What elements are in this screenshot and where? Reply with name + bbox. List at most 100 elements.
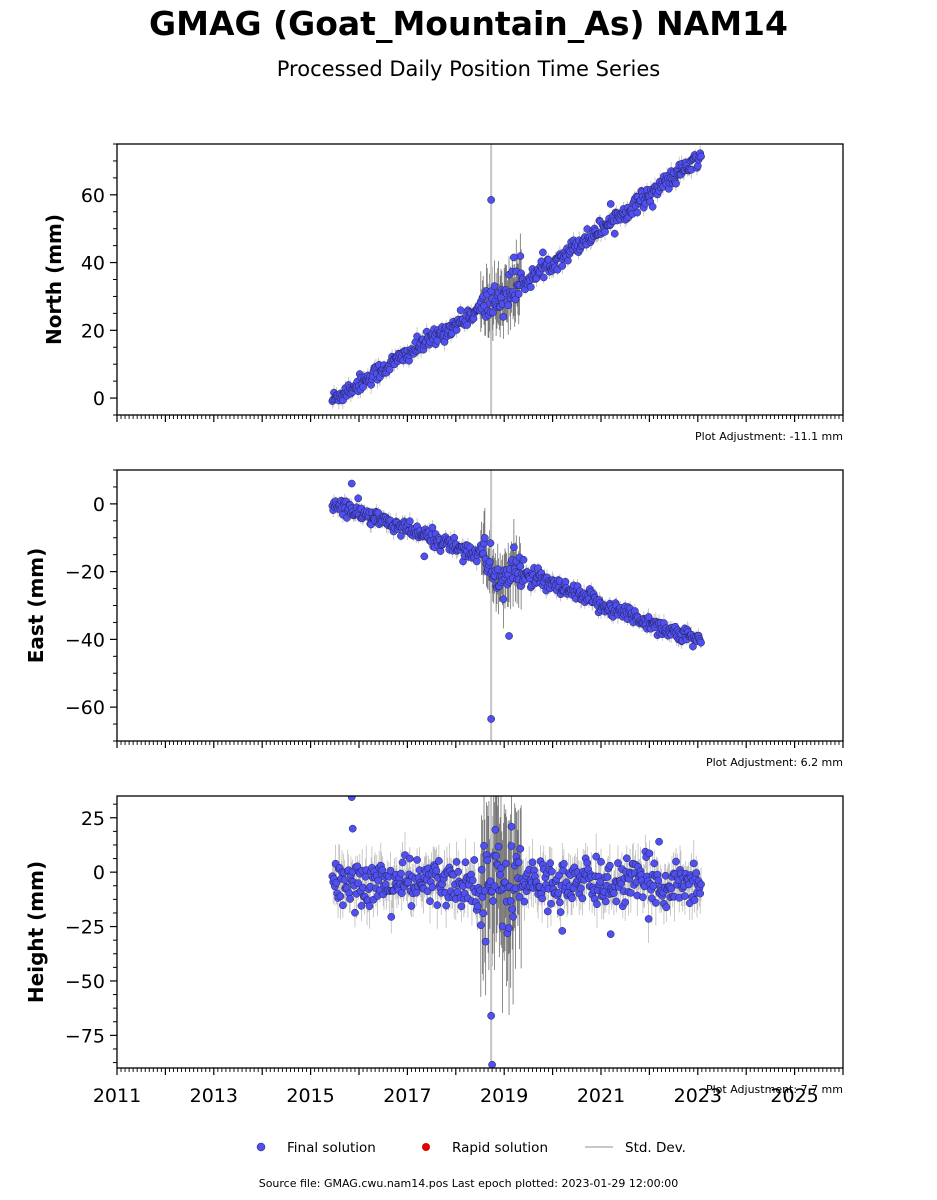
data-point [497,864,505,873]
data-point [357,901,366,910]
plot-adjustment-label: Plot Adjustment: -11.1 mm [695,430,843,443]
plot-frame [116,795,844,1069]
data-point [558,927,567,935]
y-axis-label: East (mm) [24,548,48,664]
data-point [558,262,567,270]
data-point [692,869,701,877]
data-point [519,555,528,564]
x-axis [116,741,844,748]
data-point [505,632,513,640]
data-point [583,859,592,867]
data-point [621,898,630,907]
page-subtitle: Processed Daily Position Time Series [276,57,661,81]
final-solution-points [328,796,705,1068]
data-point [386,866,395,875]
data-point [492,852,500,860]
legend-rapid-label: Rapid solution [452,1140,548,1156]
data-point [606,861,614,870]
y-tick-label: −60 [65,697,105,719]
data-point [428,883,437,892]
data-point [442,901,450,910]
std-dev-bars [331,470,702,741]
data-point [516,844,525,853]
plot-area [328,796,705,1068]
data-point [504,301,513,310]
data-point [506,897,515,905]
data-point [426,897,434,905]
data-point [592,852,601,861]
data-point [697,638,705,647]
data-point [454,867,463,876]
data-point [578,894,587,903]
data-point [491,825,500,834]
data-point [606,200,615,208]
data-point [622,854,631,863]
data-point [661,871,670,880]
plot-adjustment-label: Plot Adjustment: 7.7 mm [706,1083,843,1096]
data-point [510,543,518,552]
plot-adjustment-label: Plot Adjustment: 6.2 mm [706,756,843,769]
panel-east: −60 −40 −20 0 East (mm) Plot Adjustment: 6.2 … [24,469,844,769]
x-axis [116,1068,844,1075]
y-axis: −75 −50 −25 0 25 [65,803,117,1064]
data-point [488,1060,496,1068]
y-axis: 0 20 40 60 [81,143,117,416]
data-point [420,552,429,561]
x-tick-label: 2011 [93,1085,141,1107]
data-point [433,901,442,909]
data-point [457,902,466,911]
data-point [487,196,495,204]
data-point [496,870,505,879]
y-tick-label: 0 [93,388,105,410]
data-point [689,859,698,868]
y-axis-label: Height (mm) [24,861,48,1003]
data-point [397,869,405,878]
data-point [487,715,495,723]
data-point [489,897,497,905]
source-line: Source file: GMAG.cwu.nam14.pos Last epo… [258,1177,679,1190]
data-point [639,893,647,902]
y-tick-label: −50 [65,971,105,993]
plot-area [328,470,705,741]
data-point [526,283,535,291]
data-point [633,208,642,217]
legend: Final solution Rapid solution Std. Dev. [256,1140,686,1156]
data-point [493,565,502,574]
data-point [387,913,396,921]
y-tick-label: −20 [65,562,105,584]
data-point [561,577,570,586]
data-point [514,289,523,298]
data-point [361,872,370,881]
y-tick-label: 0 [93,494,105,516]
x-tick-label: 2017 [383,1085,431,1107]
data-point [596,877,605,886]
data-point [468,876,477,885]
data-point [606,930,615,939]
data-point [405,517,414,526]
data-point [672,857,680,866]
data-point [428,523,437,532]
data-point [593,900,601,909]
data-point [597,858,605,866]
data-point [499,595,508,604]
data-point [650,859,659,868]
data-point [690,896,699,904]
x-axis [116,415,844,422]
page-title: GMAG (Goat_Mountain_As) NAM14 [149,4,788,43]
data-point [655,837,663,846]
data-point [456,306,465,315]
data-point [405,854,414,863]
data-point [453,887,462,896]
data-point [568,894,576,903]
data-point [452,858,461,866]
data-point [494,842,503,851]
data-point [667,884,676,893]
data-point [435,857,443,865]
legend-final-marker [256,1142,266,1152]
data-point [412,888,421,897]
x-tick-label: 2021 [577,1085,625,1107]
final-solution-points [328,479,705,723]
x-tick-label: 2013 [190,1085,238,1107]
data-point [576,884,585,893]
data-point [516,562,525,571]
